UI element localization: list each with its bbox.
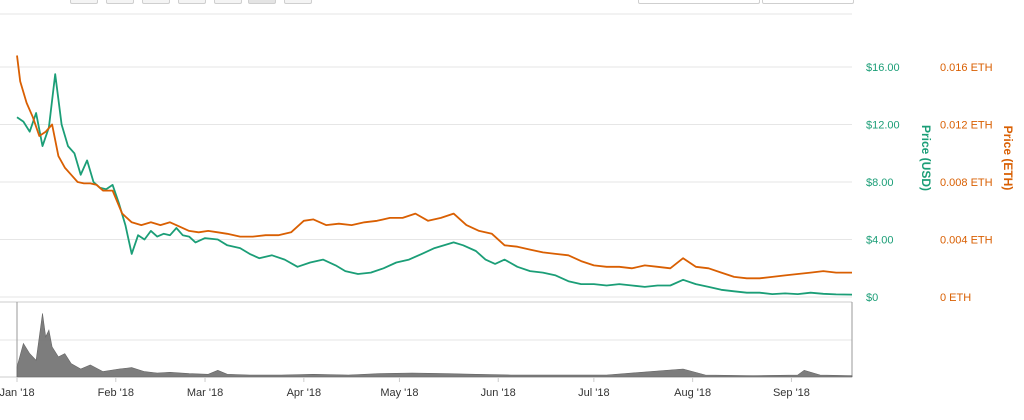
range-button-7[interactable] [284,0,312,4]
series-lines [16,55,853,296]
x-tick-label: May '18 [380,387,418,399]
range-button-5[interactable] [214,0,242,4]
range-button-1[interactable] [70,0,98,4]
volume-navigator[interactable] [16,313,853,378]
y-tick-label-eth: 0.016 ETH [940,62,993,74]
y-tick-label-usd: $0 [866,292,878,304]
x-tick-label: Jun '18 [481,387,516,399]
x-axis-ticks: Jan '18 Feb '18 Mar '18 Apr '18 May '18 Jun '… [0,377,810,399]
range-button-2[interactable] [106,0,134,4]
volume-area [16,313,853,378]
y-tick-label-eth: 0.004 ETH [940,235,993,247]
x-tick-label: Mar '18 [187,387,223,399]
x-tick-label: Aug '18 [674,387,711,399]
range-button-6[interactable] [248,0,276,4]
x-tick-label: Jan '18 [0,387,35,399]
x-tick-label: Jul '18 [578,387,609,399]
gridlines [0,13,853,378]
y-tick-label-eth: 0 ETH [940,292,971,304]
y-tick-label-eth: 0.008 ETH [940,177,993,189]
x-tick-label: Sep '18 [773,387,810,399]
y-tick-label-usd: $8.00 [866,177,894,189]
x-tick-label: Apr '18 [287,387,322,399]
y-tick-label-eth: 0.012 ETH [940,120,993,132]
series-line-usd [16,73,853,296]
date-input-to[interactable] [762,0,854,4]
y-axis-right-title: Price (ETH) [1001,126,1015,191]
y-axis-ticks: $0 $4.00 $8.00 $12.00 $16.00 0 ETH 0.004 ETH 0.… [866,62,993,304]
y-tick-label-usd: $4.00 [866,235,894,247]
y-axis-left-title: Price (USD) [919,125,933,191]
range-button-3[interactable] [142,0,170,4]
date-input-from[interactable] [638,0,760,4]
range-button-4[interactable] [178,0,206,4]
y-tick-label-usd: $16.00 [866,62,900,74]
x-tick-label: Feb '18 [98,387,134,399]
series-line-eth [16,55,852,280]
y-tick-label-usd: $12.00 [866,120,900,132]
